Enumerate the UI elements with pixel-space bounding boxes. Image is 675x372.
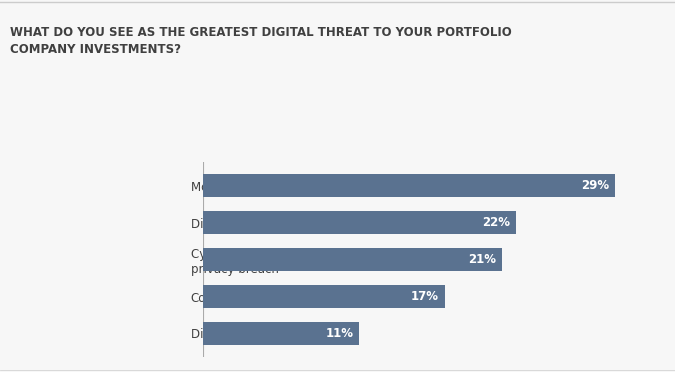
Bar <box>202 322 359 344</box>
Text: 22%: 22% <box>482 216 510 229</box>
Text: 11%: 11% <box>325 327 354 340</box>
Text: 17%: 17% <box>411 290 439 303</box>
Bar <box>202 285 445 308</box>
Text: 21%: 21% <box>468 253 496 266</box>
Bar <box>202 248 502 271</box>
Text: 29%: 29% <box>582 179 610 192</box>
Bar <box>202 211 516 234</box>
Text: WHAT DO YOU SEE AS THE GREATEST DIGITAL THREAT TO YOUR PORTFOLIO
COMPANY INVESTM: WHAT DO YOU SEE AS THE GREATEST DIGITAL … <box>10 26 512 56</box>
Bar <box>202 174 616 197</box>
